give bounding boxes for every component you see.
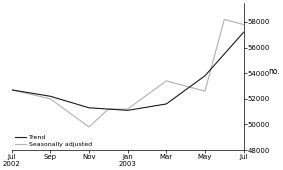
Y-axis label: no.: no. bbox=[269, 67, 280, 76]
Trend bbox=[165, 103, 168, 105]
Seasonally adjusted bbox=[242, 23, 245, 25]
Line: Seasonally adjusted: Seasonally adjusted bbox=[12, 19, 244, 127]
Seasonally adjusted bbox=[49, 98, 52, 100]
Trend bbox=[126, 109, 129, 111]
Seasonally adjusted bbox=[87, 126, 91, 128]
Seasonally adjusted bbox=[107, 108, 110, 110]
Trend bbox=[49, 95, 52, 97]
Seasonally adjusted bbox=[203, 90, 207, 92]
Line: Trend: Trend bbox=[12, 32, 244, 110]
Trend bbox=[242, 31, 245, 33]
Legend: Trend, Seasonally adjusted: Trend, Seasonally adjusted bbox=[15, 135, 92, 147]
Seasonally adjusted bbox=[223, 18, 226, 20]
Seasonally adjusted bbox=[126, 108, 129, 110]
Trend bbox=[87, 107, 91, 109]
Trend bbox=[10, 89, 13, 91]
Trend bbox=[203, 75, 207, 77]
Seasonally adjusted bbox=[10, 89, 13, 91]
Seasonally adjusted bbox=[165, 80, 168, 82]
